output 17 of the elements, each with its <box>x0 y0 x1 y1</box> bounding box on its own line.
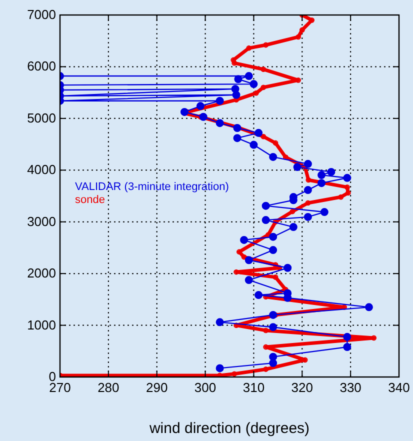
y-tick-label: 2000 <box>27 266 56 281</box>
y-tick-label: 4000 <box>27 162 56 178</box>
y-tick-label: 3000 <box>27 214 56 229</box>
x-tick-label: 280 <box>98 380 120 395</box>
x-axis-title: wind direction (degrees) <box>148 420 310 437</box>
x-tick-label: 320 <box>291 380 313 395</box>
y-tick-label: 5000 <box>27 110 56 126</box>
x-tick-label: 300 <box>194 380 216 395</box>
x-tick-label: 340 <box>388 380 410 395</box>
x-tick-label: 330 <box>340 380 362 395</box>
y-tick-label: 1000 <box>27 317 56 332</box>
x-tick-label: 310 <box>242 380 265 395</box>
text: VALIDAR (3-minute integration) <box>75 181 229 193</box>
y-tick-label: 6000 <box>27 58 56 74</box>
x-tick-label: 290 <box>146 380 168 395</box>
text: sonde <box>75 194 105 206</box>
y-tick-label: 7000 <box>27 7 56 22</box>
